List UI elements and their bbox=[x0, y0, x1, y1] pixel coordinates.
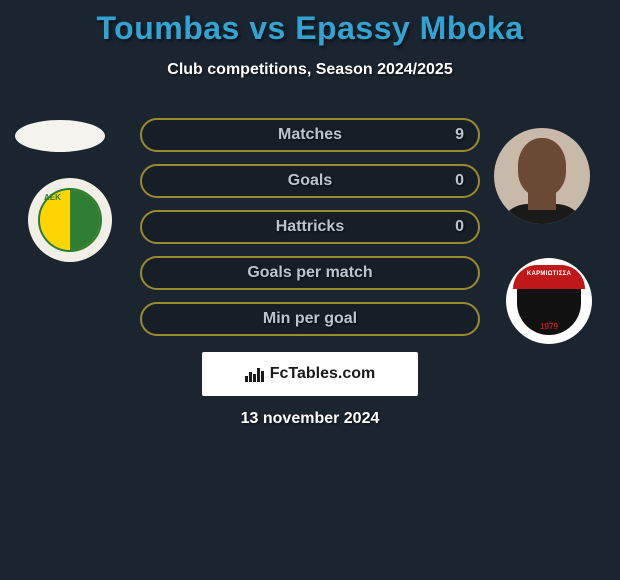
stat-row-goals: Goals 0 bbox=[140, 164, 480, 198]
crest-half bbox=[70, 190, 100, 250]
stat-label: Goals bbox=[288, 172, 332, 190]
content-root: Toumbas vs Epassy Mboka Club competition… bbox=[0, 0, 620, 580]
crest-top-text: ΚΑΡΜΙΩΤΙΣΣΑ bbox=[513, 271, 585, 277]
crest-top bbox=[513, 265, 585, 289]
subtitle: Club competitions, Season 2024/2025 bbox=[0, 61, 620, 79]
crest-year: 1979 bbox=[513, 322, 585, 331]
stats-area: Matches 9 Goals 0 Hattricks 0 Goals per … bbox=[140, 118, 480, 348]
stat-row-min-per-goal: Min per goal bbox=[140, 302, 480, 336]
club-left-badge: AEK bbox=[28, 178, 112, 262]
club-right-badge: ΚΑΡΜΙΩΤΙΣΣΑ 1979 bbox=[506, 258, 592, 344]
stat-right-value: 0 bbox=[455, 172, 464, 190]
stat-label: Min per goal bbox=[263, 310, 357, 328]
stat-right-value: 0 bbox=[455, 218, 464, 236]
watermark-text: FcTables.com bbox=[270, 365, 376, 383]
bar-chart-icon bbox=[245, 366, 264, 382]
player-left-avatar bbox=[15, 120, 105, 152]
stat-label: Matches bbox=[278, 126, 342, 144]
stat-row-hattricks: Hattricks 0 bbox=[140, 210, 480, 244]
crest-letters: AEK bbox=[44, 194, 61, 202]
stat-label: Hattricks bbox=[276, 218, 344, 236]
page-title: Toumbas vs Epassy Mboka bbox=[0, 0, 620, 47]
karmiotissa-crest-icon: ΚΑΡΜΙΩΤΙΣΣΑ 1979 bbox=[513, 265, 585, 337]
aek-crest-icon: AEK bbox=[38, 188, 102, 252]
watermark: FcTables.com bbox=[202, 352, 418, 396]
stat-row-matches: Matches 9 bbox=[140, 118, 480, 152]
stat-row-goals-per-match: Goals per match bbox=[140, 256, 480, 290]
stat-label: Goals per match bbox=[247, 264, 372, 282]
date-text: 13 november 2024 bbox=[0, 410, 620, 428]
player-right-avatar bbox=[494, 128, 590, 224]
avatar-head bbox=[518, 138, 566, 196]
stat-right-value: 9 bbox=[455, 126, 464, 144]
